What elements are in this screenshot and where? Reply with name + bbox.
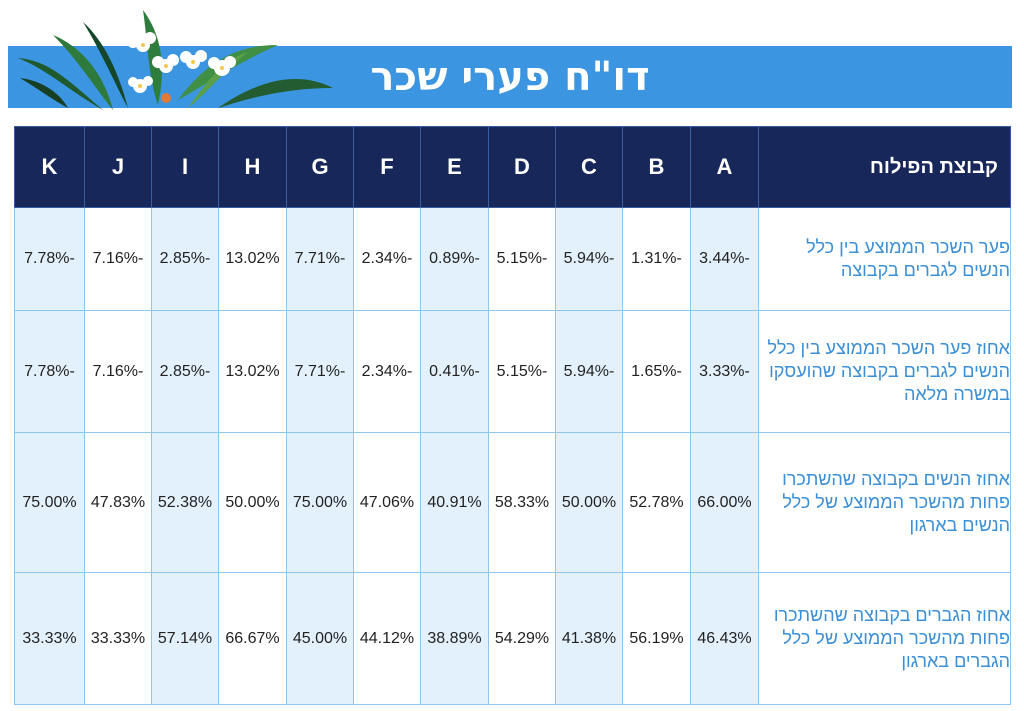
table-cell: -7.16% <box>84 310 152 433</box>
table-cell: -7.78% <box>14 207 85 311</box>
table-cell: -7.78% <box>14 310 85 433</box>
column-header: F <box>353 126 421 208</box>
column-header: B <box>622 126 691 208</box>
table-cell: -5.94% <box>555 310 623 433</box>
table-cell: 75.00% <box>14 432 85 573</box>
table-cell: -3.33% <box>690 310 759 433</box>
table-cell: 75.00% <box>286 432 354 573</box>
table-cell: 41.38% <box>555 572 623 705</box>
table-cell: -5.15% <box>488 310 556 433</box>
column-header: I <box>151 126 219 208</box>
row-label: אחוז הגברים בקבוצה שהשתכרו פחות מהשכר המ… <box>758 572 1011 705</box>
table-cell: 54.29% <box>488 572 556 705</box>
table-cell: 57.14% <box>151 572 219 705</box>
table-cell: 13.02% <box>218 207 287 311</box>
table-cell: -0.41% <box>420 310 489 433</box>
table-cell: 66.67% <box>218 572 287 705</box>
table-cell: 45.00% <box>286 572 354 705</box>
table-cell: -3.44% <box>690 207 759 311</box>
pay-gap-table: קבוצת הפילוח A B C D E F G H I J K פער ה… <box>14 126 1011 705</box>
table-cell: 33.33% <box>14 572 85 705</box>
table-cell: -7.71% <box>286 207 354 311</box>
table-cell: -2.85% <box>151 310 219 433</box>
column-header: H <box>218 126 287 208</box>
page-title: דו"ח פערי שכר <box>370 54 650 100</box>
table-cell: 50.00% <box>555 432 623 573</box>
table-cell: -0.89% <box>420 207 489 311</box>
table-cell: 58.33% <box>488 432 556 573</box>
table-cell: 47.06% <box>353 432 421 573</box>
table-cell: -2.34% <box>353 207 421 311</box>
column-header: K <box>14 126 85 208</box>
table-cell: 40.91% <box>420 432 489 573</box>
table-cell: 44.12% <box>353 572 421 705</box>
table-cell: -7.16% <box>84 207 152 311</box>
table-cell: -7.71% <box>286 310 354 433</box>
column-header: J <box>84 126 152 208</box>
table-cell: 47.83% <box>84 432 152 573</box>
table-row: אחוז פער השכר הממוצע בין כלל הנשים לגברי… <box>14 310 1011 433</box>
table-cell: 66.00% <box>690 432 759 573</box>
table-cell: 33.33% <box>84 572 152 705</box>
table-header-row: קבוצת הפילוח A B C D E F G H I J K <box>14 126 1011 208</box>
table-cell: -1.65% <box>622 310 691 433</box>
table-cell: -1.31% <box>622 207 691 311</box>
table-cell: 38.89% <box>420 572 489 705</box>
column-header: E <box>420 126 489 208</box>
table-cell: -5.94% <box>555 207 623 311</box>
table-cell: 56.19% <box>622 572 691 705</box>
column-header: A <box>690 126 759 208</box>
table-cell: 50.00% <box>218 432 287 573</box>
table-row: פער השכר הממוצע בין כלל הנשים לגברים בקב… <box>14 207 1011 311</box>
row-label: אחוז פער השכר הממוצע בין כלל הנשים לגברי… <box>758 310 1011 433</box>
segmentation-group-header: קבוצת הפילוח <box>758 126 1011 208</box>
leaves-decoration <box>18 10 333 110</box>
table-cell: -5.15% <box>488 207 556 311</box>
table-row: אחוז הגברים בקבוצה שהשתכרו פחות מהשכר המ… <box>14 572 1011 705</box>
column-header: D <box>488 126 556 208</box>
row-label: פער השכר הממוצע בין כלל הנשים לגברים בקב… <box>758 207 1011 311</box>
row-label: אחוז הנשים בקבוצה שהשתכרו פחות מהשכר הממ… <box>758 432 1011 573</box>
column-header: C <box>555 126 623 208</box>
table-cell: 52.78% <box>622 432 691 573</box>
table-row: אחוז הנשים בקבוצה שהשתכרו פחות מהשכר הממ… <box>14 432 1011 573</box>
column-header: G <box>286 126 354 208</box>
table-cell: -2.85% <box>151 207 219 311</box>
table-cell: 52.38% <box>151 432 219 573</box>
table-cell: -2.34% <box>353 310 421 433</box>
table-cell: 46.43% <box>690 572 759 705</box>
table-cell: 13.02% <box>218 310 287 433</box>
